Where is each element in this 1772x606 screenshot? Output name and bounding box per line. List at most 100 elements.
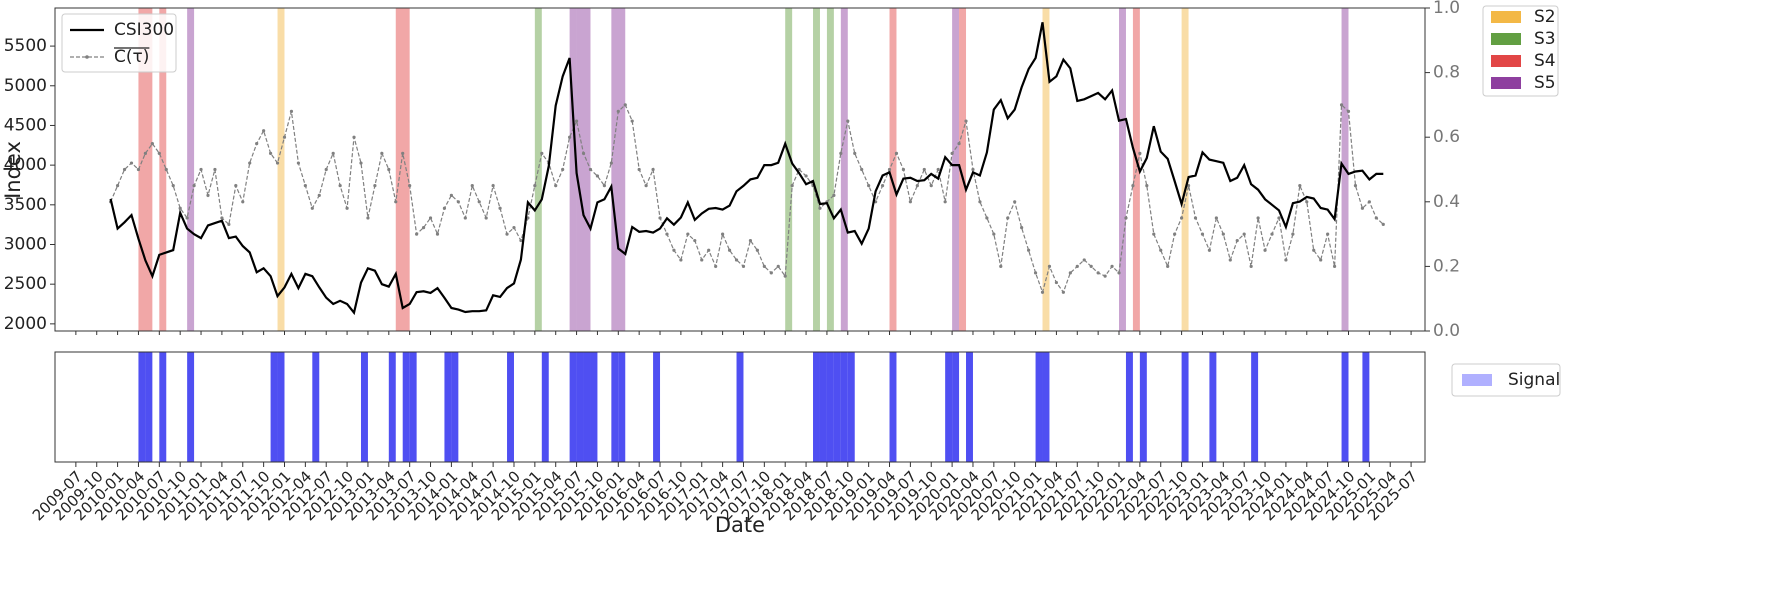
series-marker xyxy=(206,193,210,197)
series-marker xyxy=(248,161,252,165)
series-marker xyxy=(741,264,746,268)
series-marker xyxy=(1159,248,1163,252)
series-marker xyxy=(1200,232,1205,236)
x-axis-label: Date xyxy=(715,513,765,537)
series-marker xyxy=(1214,216,1218,220)
series-marker xyxy=(331,151,335,155)
regime-span xyxy=(611,8,626,331)
series-marker xyxy=(1117,271,1121,275)
series-marker xyxy=(115,184,120,188)
series-marker xyxy=(978,200,982,204)
series-marker xyxy=(484,216,488,220)
legend-swatch xyxy=(1491,55,1521,67)
series-marker xyxy=(435,232,440,236)
signal xyxy=(569,352,577,462)
series-marker xyxy=(1374,216,1378,220)
legend-label: CSI300 xyxy=(114,20,174,40)
series-marker xyxy=(512,226,516,230)
series-line xyxy=(109,22,1384,316)
y2-tick-label: 0.8 xyxy=(1433,63,1460,83)
y2-tick-label: 1.0 xyxy=(1433,0,1460,18)
series-marker xyxy=(1326,232,1330,236)
series-marker xyxy=(762,264,766,268)
series-marker xyxy=(1054,280,1059,285)
series-marker xyxy=(241,200,245,204)
series-marker xyxy=(595,174,600,178)
regime-span xyxy=(569,8,577,331)
legend-swatch xyxy=(1462,374,1492,386)
series-marker xyxy=(714,264,718,268)
series-marker xyxy=(199,167,203,172)
series-marker xyxy=(1319,258,1323,262)
series-marker xyxy=(1235,238,1239,243)
regime-span xyxy=(840,8,848,331)
series-marker xyxy=(1138,151,1142,155)
signal xyxy=(1209,352,1217,462)
series-marker xyxy=(1207,248,1212,252)
signal xyxy=(1362,352,1370,462)
series-marker xyxy=(1381,222,1385,227)
series-marker xyxy=(296,161,301,165)
signal xyxy=(541,352,549,462)
signal xyxy=(833,352,841,462)
series-marker xyxy=(366,216,370,220)
signal xyxy=(159,352,167,462)
series-marker xyxy=(721,232,725,236)
signal xyxy=(1181,352,1189,462)
series-marker xyxy=(380,151,384,155)
signal xyxy=(444,352,452,462)
series-marker xyxy=(394,200,398,204)
series-marker xyxy=(310,206,314,210)
regime-span xyxy=(952,8,960,331)
series-marker xyxy=(1096,271,1100,275)
series-marker xyxy=(1068,271,1072,275)
series-marker xyxy=(853,151,857,155)
series-marker xyxy=(421,226,426,230)
series-marker xyxy=(623,103,627,107)
series-marker xyxy=(950,151,954,155)
y-axis-label: Index xyxy=(1,141,25,199)
series-marker xyxy=(1131,184,1135,188)
series-marker xyxy=(157,151,161,155)
series-marker xyxy=(1040,290,1045,294)
series-marker xyxy=(1166,264,1170,268)
series-marker xyxy=(352,135,356,139)
signal xyxy=(653,352,661,462)
signal xyxy=(388,352,396,462)
series-marker xyxy=(1075,264,1079,268)
signal xyxy=(576,352,584,462)
series-marker xyxy=(415,232,419,236)
series-marker xyxy=(755,248,759,252)
series-marker xyxy=(1033,271,1038,275)
regime-span xyxy=(813,8,820,331)
series-marker xyxy=(846,119,850,123)
series-marker xyxy=(234,184,238,188)
series-marker xyxy=(303,184,307,188)
series-marker xyxy=(929,184,933,188)
series-marker xyxy=(679,258,683,262)
series-marker xyxy=(373,184,377,188)
y-tick-label: 3500 xyxy=(4,195,47,215)
series-marker xyxy=(936,167,940,172)
regime-span xyxy=(187,8,195,331)
series-marker xyxy=(463,216,467,220)
signal xyxy=(1042,352,1050,462)
series-marker xyxy=(442,206,447,210)
series-marker xyxy=(554,184,558,188)
series-marker xyxy=(317,193,321,197)
series-marker xyxy=(1256,216,1260,220)
signal xyxy=(270,352,278,462)
y-tick-label: 5500 xyxy=(4,36,47,56)
y2-tick-label: 0.6 xyxy=(1433,127,1460,147)
signal xyxy=(966,352,973,462)
series-marker xyxy=(491,184,495,188)
signal xyxy=(618,352,626,462)
signal xyxy=(402,352,410,462)
series-marker xyxy=(345,206,349,210)
series-marker xyxy=(693,238,697,243)
signal xyxy=(138,352,146,462)
series-marker xyxy=(470,184,474,188)
regime-span xyxy=(1119,8,1126,331)
signal xyxy=(1035,352,1043,462)
series-marker xyxy=(818,206,822,210)
